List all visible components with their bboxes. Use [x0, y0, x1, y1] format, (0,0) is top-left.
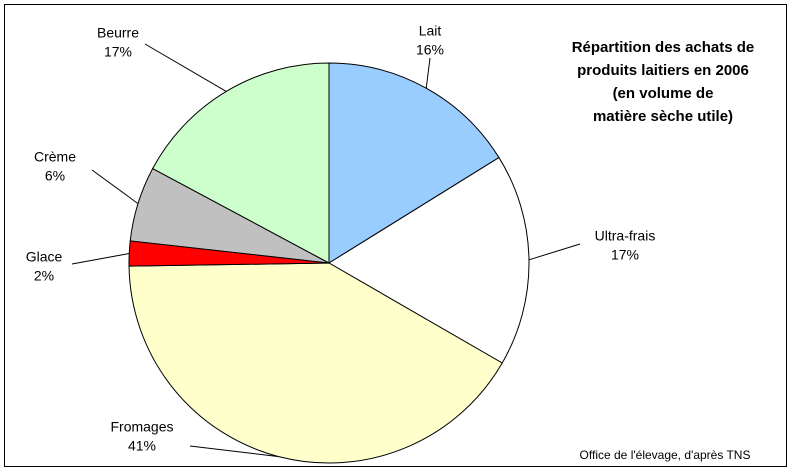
- pie-slice: [128, 262, 503, 464]
- slice-value-label: 41%: [128, 438, 156, 454]
- chart-title: (en volume de: [613, 85, 714, 102]
- leader-line: [91, 169, 139, 205]
- pie-slice: [328, 156, 530, 364]
- slice-label: Crème: [34, 149, 76, 165]
- leader-line: [144, 43, 227, 92]
- pie-slice: [152, 62, 330, 264]
- slice-value-label: 17%: [611, 247, 639, 263]
- source-note: Office de l'élevage, d'après TNS: [580, 448, 751, 462]
- leader-line: [71, 252, 130, 265]
- pie-slice: [328, 62, 500, 264]
- slice-label: Fromages: [110, 419, 173, 435]
- slice-value-label: 17%: [104, 44, 132, 60]
- chart-title: produits laitiers en 2006: [577, 62, 749, 79]
- chart-title: Répartition des achats de: [572, 39, 755, 56]
- leader-line: [189, 445, 279, 458]
- slice-value-label: 6%: [45, 168, 65, 184]
- slice-label: Glace: [26, 249, 63, 265]
- slice-label: Ultra-frais: [595, 228, 656, 244]
- leader-line: [528, 243, 581, 261]
- slice-value-label: 2%: [34, 268, 54, 284]
- slice-label: Beurre: [97, 25, 139, 41]
- slice-value-label: 16%: [416, 42, 444, 58]
- chart-title: matière sèche utile): [593, 108, 733, 125]
- slice-label: Lait: [419, 23, 442, 39]
- leader-line: [425, 57, 431, 89]
